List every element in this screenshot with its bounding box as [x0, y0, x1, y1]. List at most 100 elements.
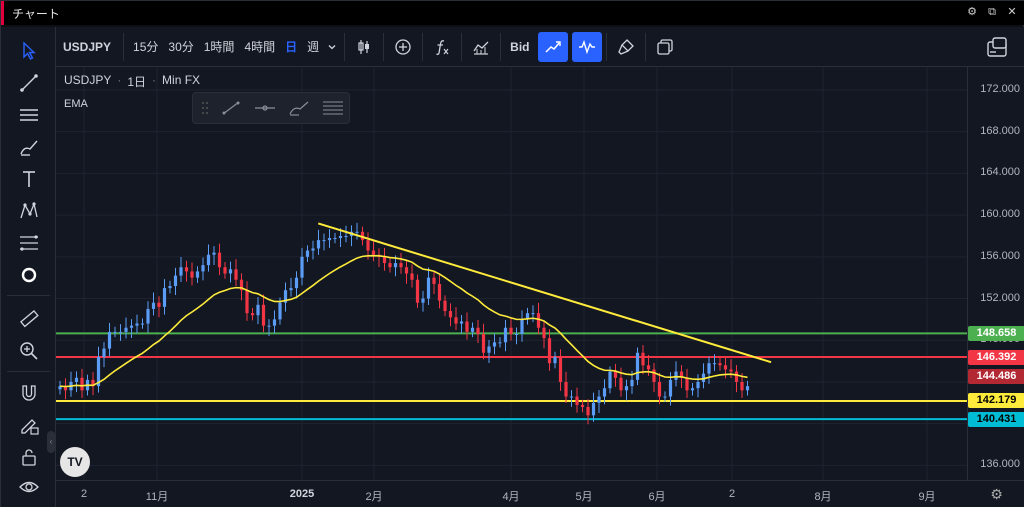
- candle-body: [239, 279, 244, 291]
- collapse-toolbar-handle[interactable]: ‹: [47, 431, 55, 453]
- candle-body: [558, 356, 563, 382]
- zoom-icon[interactable]: [15, 337, 43, 365]
- lock-draw-icon[interactable]: [15, 411, 43, 439]
- candle-body: [58, 386, 62, 390]
- candle-body: [707, 363, 711, 374]
- candle-body: [410, 273, 414, 280]
- candle-body: [415, 279, 420, 303]
- time-tick-label: 2: [728, 488, 736, 500]
- candle-body: [597, 396, 601, 403]
- candle-body: [289, 288, 293, 291]
- layout-button[interactable]: [968, 27, 1024, 67]
- pen-icon[interactable]: [15, 133, 43, 161]
- time-tick-label: 2025: [289, 488, 315, 500]
- drawing-toolbar: [192, 92, 350, 124]
- time-axis[interactable]: 2 11月 2025 2月 4月 5月 6月 2 8月 9月: [56, 480, 968, 507]
- candle-body: [734, 371, 739, 382]
- candle-body: [327, 238, 332, 241]
- candle-body: [129, 325, 134, 328]
- lock-icon[interactable]: [15, 443, 43, 471]
- indicators-icon[interactable]: [466, 32, 496, 62]
- gear-icon[interactable]: ⚙: [967, 6, 977, 18]
- brush-line-icon[interactable]: [285, 95, 313, 121]
- close-icon[interactable]: ✕: [1007, 6, 1017, 18]
- time-tick-label: 2月: [365, 491, 383, 503]
- interval-30m[interactable]: 30分: [168, 40, 194, 54]
- candle-body: [591, 402, 596, 416]
- copy-icon[interactable]: [650, 32, 680, 62]
- candle-body: [498, 342, 502, 344]
- candle-body: [267, 325, 271, 327]
- trend-up-icon[interactable]: [537, 31, 568, 62]
- candle-body: [228, 269, 233, 274]
- candle-body: [113, 331, 117, 333]
- time-tick-label: 2: [80, 488, 88, 500]
- candle-body: [135, 323, 139, 326]
- price-level-label: 144.486: [968, 369, 1024, 385]
- candle-body: [305, 250, 310, 257]
- plus-circle-icon[interactable]: [388, 32, 418, 62]
- time-tick-label: 8月: [814, 491, 832, 503]
- chevron-down-icon[interactable]: [324, 32, 340, 62]
- legend-symbol[interactable]: USDJPY: [64, 73, 112, 87]
- fib-icon[interactable]: [319, 95, 347, 121]
- symbol-button[interactable]: USDJPY: [63, 39, 112, 54]
- brush-icon[interactable]: [611, 32, 641, 62]
- candle-body: [162, 288, 167, 307]
- candle-body: [184, 267, 189, 272]
- horizontal-lines-icon[interactable]: [15, 101, 43, 129]
- candle-body: [492, 342, 497, 347]
- interval-4h[interactable]: 4時間: [244, 40, 276, 54]
- candle-body: [569, 396, 574, 398]
- indicator-label[interactable]: EMA: [64, 98, 88, 110]
- candle-body: [146, 308, 150, 324]
- interval-week[interactable]: 週: [307, 40, 320, 54]
- candle-body: [399, 263, 403, 268]
- candle-body: [459, 321, 464, 324]
- tradingview-logo[interactable]: TV: [60, 447, 90, 477]
- text-icon[interactable]: [15, 165, 43, 193]
- price-tick-label: 152.000: [980, 291, 1020, 304]
- candle-body: [476, 327, 480, 334]
- candle-body: [525, 313, 530, 320]
- circle-icon[interactable]: [15, 261, 43, 289]
- wave-icon[interactable]: [571, 31, 602, 62]
- candle-body: [206, 254, 211, 266]
- interval-15m[interactable]: 15分: [133, 40, 159, 54]
- title-controls: ⚙ ⧉ ✕: [965, 5, 1019, 19]
- candle-body: [729, 369, 733, 372]
- ruler-icon[interactable]: [15, 305, 43, 333]
- drag-handle-icon[interactable]: [199, 95, 211, 121]
- candle-body: [404, 267, 409, 274]
- candle-body: [690, 388, 695, 391]
- price-chart[interactable]: [56, 67, 968, 480]
- candle-body: [201, 265, 205, 272]
- candle-body: [80, 377, 84, 391]
- bid-button[interactable]: Bid: [510, 39, 530, 54]
- top-toolbar: USDJPY 15分 30分 1時間 4時間 日 週 Bid: [56, 27, 1024, 67]
- candle-body: [96, 356, 101, 387]
- settings-corner-icon[interactable]: ⚙: [968, 480, 1024, 507]
- candle-body: [470, 327, 475, 332]
- trend-line-icon[interactable]: [15, 69, 43, 97]
- candle-body: [465, 321, 469, 332]
- popout-icon[interactable]: ⧉: [988, 6, 996, 18]
- candles-icon[interactable]: [349, 32, 379, 62]
- interval-day[interactable]: 日: [285, 40, 298, 54]
- cursor-icon[interactable]: [15, 37, 43, 65]
- eye-icon[interactable]: [15, 473, 43, 501]
- trend-line[interactable]: [317, 222, 772, 364]
- pattern-icon[interactable]: [15, 197, 43, 225]
- candle-body: [311, 248, 315, 251]
- price-axis[interactable]: 172.000 168.000 164.000 160.000 156.000 152.0…: [968, 67, 1024, 480]
- ema-line[interactable]: [59, 254, 748, 388]
- fib-retracement-icon[interactable]: [15, 229, 43, 257]
- horizontal-ray-icon[interactable]: [251, 95, 279, 121]
- chart-pane[interactable]: USDJPY · 1日 · Min FX EMA: [56, 67, 968, 480]
- interval-1h[interactable]: 1時間: [203, 40, 235, 54]
- fx-icon[interactable]: [427, 32, 457, 62]
- price-level-label: 142.179: [968, 393, 1024, 409]
- magnet-icon[interactable]: [15, 379, 43, 407]
- line-icon[interactable]: [217, 95, 245, 121]
- candle-body: [624, 386, 629, 391]
